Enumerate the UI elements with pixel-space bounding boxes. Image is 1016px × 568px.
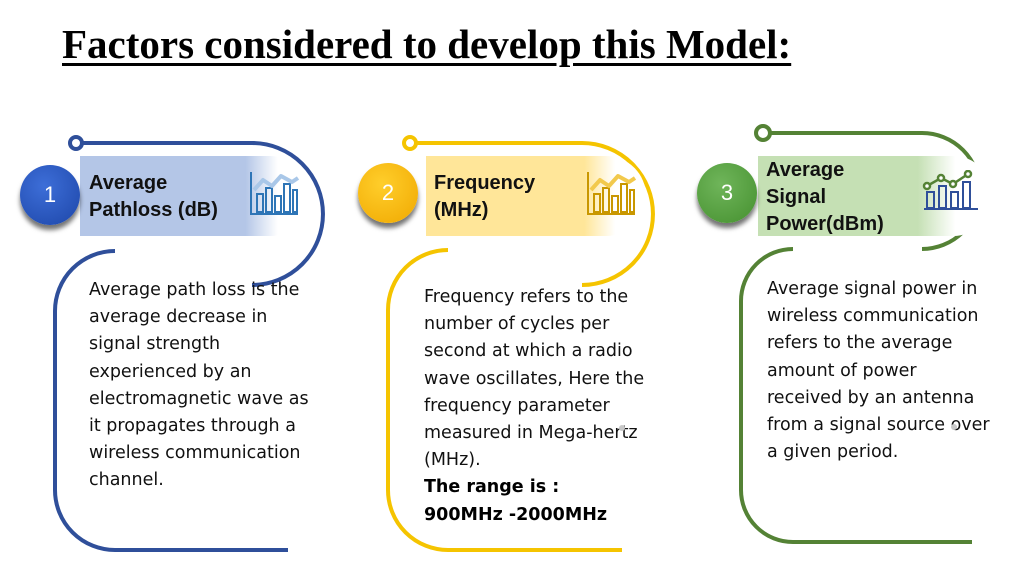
decorative-dot [951,424,957,430]
card-3-label: Average Signal Power(dBm) [766,159,884,235]
card-1-description: Average path loss is the average decreas… [89,280,309,491]
step-number-1: 1 [20,165,80,225]
step-number-2: 2 [358,163,418,223]
page-title: Factors considered to develop this Model… [62,21,792,67]
card-3-header-band [758,156,993,236]
card-2-range-value: 900MHz -2000MHz [424,504,608,525]
trend-bar-chart-icon [922,170,978,210]
card-3-description: Average signal power in wireless communi… [767,279,990,463]
bar-line-chart-icon [250,172,300,215]
card-2-description: Frequency refers to the number of cycles… [424,287,645,471]
card-1-frame [53,135,325,552]
decorative-dot [619,425,625,431]
card-1-label: Average Pathloss (dB) [89,172,218,221]
card-2-description-block: Frequency refers to the number of cycles… [424,284,649,529]
step-number-3: 3 [697,163,757,223]
card-2-range-label: The range is : [424,477,560,498]
card-2-label: Frequency (MHz) [434,172,536,221]
card-2-frame [386,135,655,552]
bar-line-chart-icon [587,172,637,215]
